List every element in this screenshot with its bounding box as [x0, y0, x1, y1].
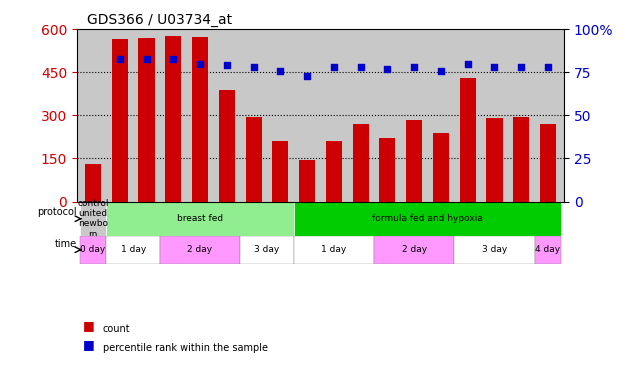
Bar [540, 124, 556, 202]
Text: 2 day: 2 day [402, 245, 427, 254]
Bar [192, 37, 208, 202]
Bar [379, 138, 395, 202]
Bar [219, 90, 235, 202]
Text: 1 day: 1 day [321, 245, 347, 254]
Text: 0 day: 0 day [80, 245, 106, 254]
Text: formula fed and hypoxia: formula fed and hypoxia [372, 214, 483, 223]
Text: count: count [103, 324, 130, 335]
Point [222, 63, 232, 68]
Bar [406, 120, 422, 202]
Text: 3 day: 3 day [482, 245, 507, 254]
Point [543, 64, 553, 70]
Point [302, 73, 312, 79]
Point [115, 56, 125, 61]
Point [436, 68, 446, 74]
FancyBboxPatch shape [374, 236, 454, 264]
Text: ■: ■ [83, 338, 95, 351]
Text: 2 day: 2 day [187, 245, 213, 254]
Text: time: time [54, 239, 77, 249]
FancyBboxPatch shape [294, 236, 374, 264]
Bar [299, 160, 315, 202]
Text: GDS366 / U03734_at: GDS366 / U03734_at [87, 13, 232, 27]
Text: percentile rank within the sample: percentile rank within the sample [103, 343, 267, 353]
Bar [433, 132, 449, 202]
Point [275, 68, 285, 74]
Text: breast fed: breast fed [177, 214, 223, 223]
Text: control
united
newbo
rn: control united newbo rn [77, 199, 109, 239]
Bar [487, 118, 503, 202]
Point [329, 64, 339, 70]
Bar [85, 164, 101, 202]
Text: 4 day: 4 day [535, 245, 561, 254]
Bar [353, 124, 369, 202]
FancyBboxPatch shape [160, 236, 240, 264]
Text: 1 day: 1 day [121, 245, 146, 254]
FancyBboxPatch shape [79, 202, 106, 236]
Bar [513, 117, 529, 202]
Bar [112, 39, 128, 202]
Bar [460, 78, 476, 202]
Bar [326, 141, 342, 202]
FancyBboxPatch shape [535, 236, 562, 264]
Point [409, 64, 419, 70]
Bar [272, 141, 288, 202]
Point [168, 56, 178, 61]
Point [356, 64, 366, 70]
FancyBboxPatch shape [106, 236, 160, 264]
FancyBboxPatch shape [106, 202, 294, 236]
Point [516, 64, 526, 70]
Text: 3 day: 3 day [254, 245, 279, 254]
FancyBboxPatch shape [240, 236, 294, 264]
Point [195, 61, 205, 67]
Point [142, 56, 152, 61]
Bar [138, 38, 154, 202]
Text: protocol: protocol [37, 207, 77, 217]
Point [463, 61, 473, 67]
Point [489, 64, 499, 70]
Bar [165, 37, 181, 202]
FancyBboxPatch shape [79, 236, 106, 264]
Point [382, 66, 392, 72]
Bar [246, 117, 262, 202]
Point [249, 64, 259, 70]
FancyBboxPatch shape [454, 236, 535, 264]
FancyBboxPatch shape [294, 202, 562, 236]
Text: ■: ■ [83, 320, 95, 332]
